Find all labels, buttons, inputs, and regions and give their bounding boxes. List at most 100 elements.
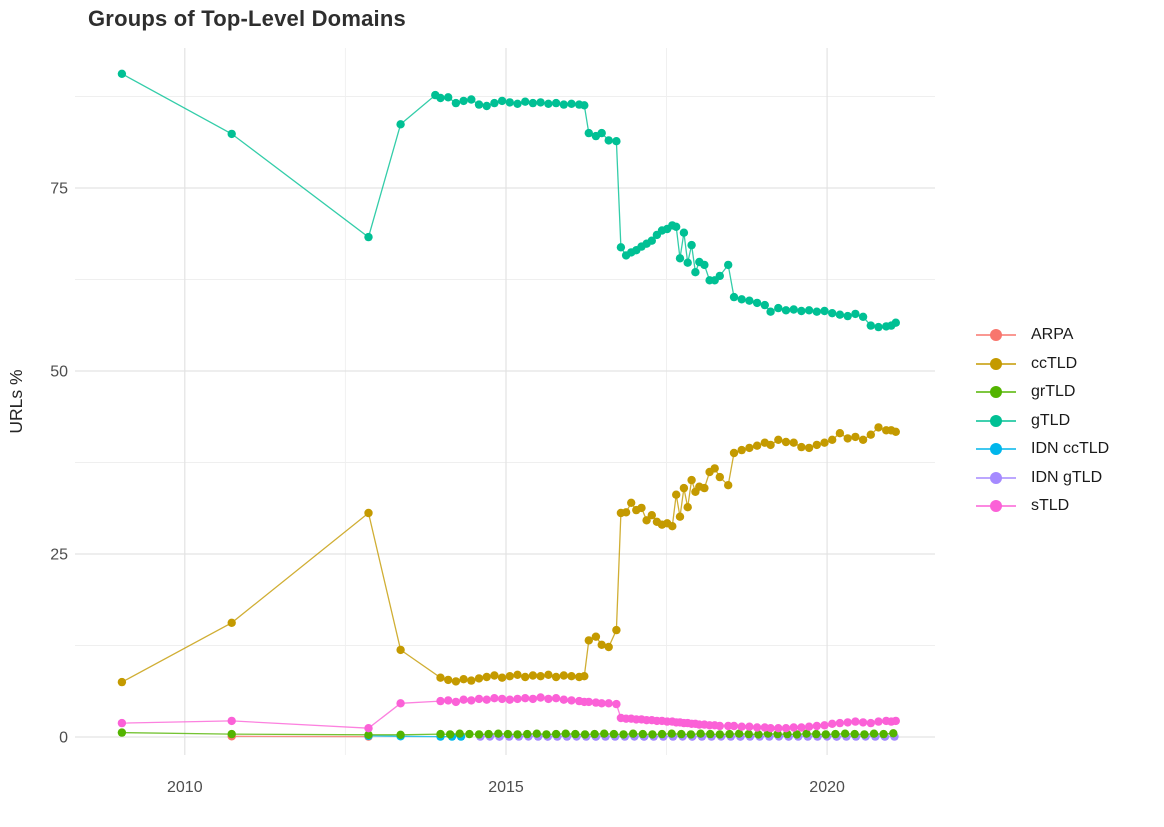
data-point xyxy=(889,729,898,738)
data-point xyxy=(891,427,900,436)
data-point xyxy=(364,730,373,739)
data-point xyxy=(804,443,814,453)
data-point xyxy=(451,697,461,707)
data-point xyxy=(843,718,852,727)
data-point xyxy=(679,228,689,237)
data-point xyxy=(474,674,484,683)
data-point xyxy=(737,295,746,304)
data-point xyxy=(820,306,829,316)
data-point xyxy=(706,729,715,739)
data-point xyxy=(445,730,455,739)
data-point xyxy=(482,672,491,682)
data-point xyxy=(874,717,883,726)
series-gTLD xyxy=(117,69,900,332)
data-point xyxy=(584,636,593,645)
data-point xyxy=(812,721,821,731)
data-point xyxy=(474,730,484,739)
data-point xyxy=(858,435,868,444)
data-point xyxy=(715,472,724,482)
legend-key-icon xyxy=(976,357,1016,370)
data-point xyxy=(752,723,762,732)
legend-label: gTLD xyxy=(1031,411,1071,429)
data-point xyxy=(474,100,484,109)
data-point xyxy=(792,730,802,739)
data-point xyxy=(536,98,545,107)
legend-key-icon xyxy=(976,443,1016,456)
data-point xyxy=(724,481,733,490)
legend-key-icon xyxy=(976,471,1016,484)
data-point xyxy=(490,671,499,680)
data-point xyxy=(869,729,879,738)
series-line xyxy=(121,73,897,328)
data-point xyxy=(444,696,453,705)
series-line xyxy=(121,731,894,736)
legend-item-cctld: ccTLD xyxy=(976,350,1109,379)
data-point xyxy=(835,310,845,319)
data-point xyxy=(858,312,868,321)
data-point xyxy=(737,445,746,455)
data-point xyxy=(745,722,754,731)
data-point xyxy=(521,694,530,703)
data-point xyxy=(642,516,651,525)
data-point xyxy=(843,434,852,443)
data-point xyxy=(797,306,806,316)
data-point xyxy=(866,321,875,330)
data-point xyxy=(745,443,754,453)
data-point xyxy=(638,729,647,739)
data-point xyxy=(484,729,493,739)
data-point xyxy=(831,729,840,739)
data-point xyxy=(609,729,619,739)
data-point xyxy=(505,672,514,681)
legend-item-idn-gtld: IDN gTLD xyxy=(976,464,1109,493)
data-point xyxy=(745,296,754,305)
data-point xyxy=(797,723,806,732)
legend-item-idn-cctld: IDN ccTLD xyxy=(976,435,1109,464)
data-point xyxy=(821,730,830,739)
data-point xyxy=(523,729,532,739)
data-point xyxy=(891,318,900,327)
data-point xyxy=(513,99,522,109)
data-point xyxy=(729,292,739,302)
data-point xyxy=(364,232,373,242)
series-ccTLD xyxy=(117,423,900,687)
data-point xyxy=(227,716,236,726)
data-point xyxy=(725,729,734,739)
data-point xyxy=(364,508,373,518)
series-sTLD xyxy=(117,693,900,733)
data-point xyxy=(812,307,821,316)
data-point xyxy=(866,718,875,728)
y-axis-tick-labels: 0 25 50 75 xyxy=(50,181,68,747)
data-point xyxy=(542,730,551,739)
data-point xyxy=(648,730,657,739)
data-point xyxy=(436,93,445,103)
data-point xyxy=(687,475,696,485)
data-point xyxy=(590,729,599,739)
data-point xyxy=(812,729,821,739)
data-point xyxy=(604,136,613,145)
data-point xyxy=(828,309,837,318)
y-tick-label: 0 xyxy=(59,730,68,747)
data-point xyxy=(774,435,783,444)
data-point xyxy=(616,243,626,252)
data-point xyxy=(789,305,798,314)
data-point xyxy=(628,729,638,738)
data-point xyxy=(828,719,837,728)
data-point xyxy=(567,696,576,705)
legend-label: grTLD xyxy=(1031,383,1076,401)
data-point xyxy=(544,99,553,109)
legend-key-icon xyxy=(976,386,1016,399)
data-point xyxy=(835,718,845,728)
x-tick-label: 2015 xyxy=(488,779,524,796)
data-point xyxy=(597,699,606,708)
legend-key-dot xyxy=(990,357,1002,370)
legend-key-icon xyxy=(976,329,1016,342)
data-point xyxy=(781,306,791,315)
data-point xyxy=(521,97,530,106)
x-axis-tick-labels: 2010 2015 2020 xyxy=(167,779,845,796)
data-point xyxy=(820,721,829,730)
data-point xyxy=(619,730,628,739)
chart-title: Groups of Top-Level Domains xyxy=(88,6,406,31)
data-point xyxy=(774,724,783,733)
data-point xyxy=(687,240,696,250)
